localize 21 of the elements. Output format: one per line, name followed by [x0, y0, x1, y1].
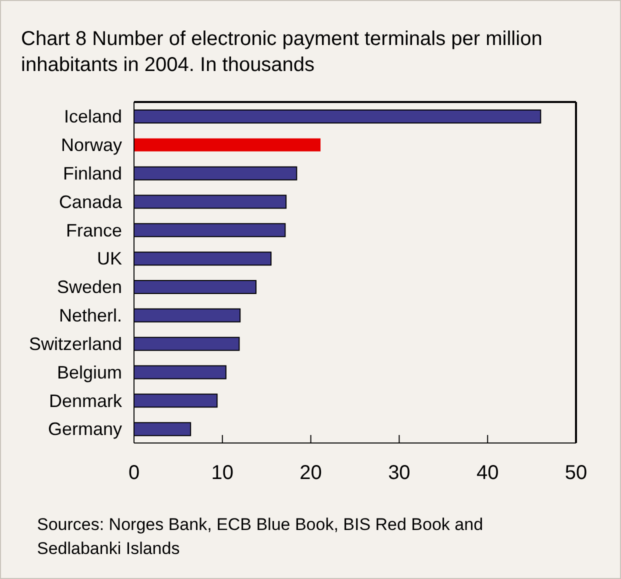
- y-tick-label: Netherl.: [58, 306, 122, 326]
- y-tick-label: Switzerland: [28, 334, 122, 354]
- y-tick-label: Iceland: [64, 106, 122, 127]
- x-tick-label: 30: [388, 462, 410, 484]
- chart-title: Chart 8 Number of electronic payment terminals per million inhabitants in 2004. In thousands: [21, 27, 544, 78]
- x-tick-label: 10: [211, 462, 234, 484]
- x-tick-label: 0: [128, 462, 140, 484]
- y-tick-label: Finland: [62, 163, 122, 184]
- x-tick-label: 50: [564, 462, 588, 484]
- y-tick-label: Germany: [48, 419, 122, 440]
- bar: [134, 138, 321, 152]
- source-note: Sources: Norges Bank, ECB Blue Book, BIS Red Book and Sedlabanki Islands: [37, 514, 484, 560]
- x-tick-label: 20: [300, 462, 322, 484]
- y-tick-label: Canada: [58, 192, 123, 212]
- y-tick-label: Belgium: [56, 362, 122, 382]
- y-tick-label: Sweden: [56, 277, 122, 298]
- x-tick-label: 40: [476, 462, 499, 484]
- y-tick-label: UK: [96, 248, 122, 269]
- y-tick-label: Denmark: [48, 390, 123, 411]
- y-tick-label: Norway: [60, 135, 122, 156]
- y-tick-label: France: [66, 220, 122, 240]
